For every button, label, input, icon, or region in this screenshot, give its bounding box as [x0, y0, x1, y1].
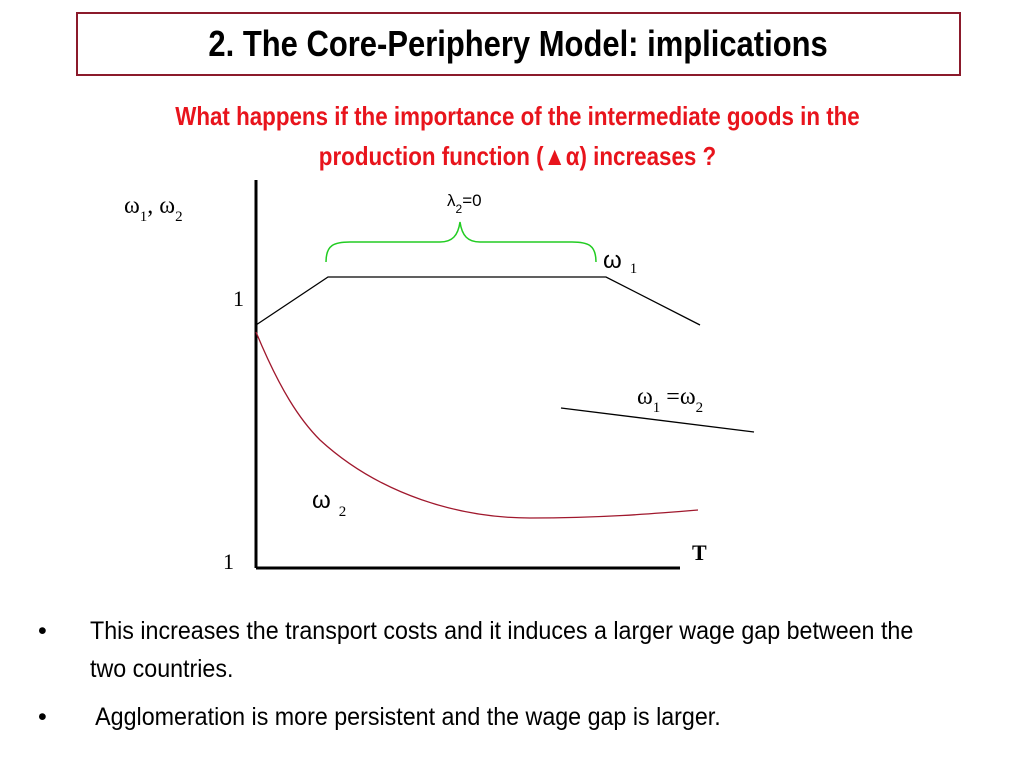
lambda-symbol: λ: [447, 191, 456, 210]
eq-sign: =: [660, 384, 680, 410]
eq-sub1: 1: [653, 400, 661, 416]
title-box: 2. The Core-Periphery Model: implication…: [76, 12, 961, 76]
lambda-rest: =0: [462, 191, 481, 210]
bullet-marker: •: [38, 617, 47, 645]
y-axis-label: ω1, ω2: [124, 193, 183, 225]
omega1-symbol: ω: [603, 247, 622, 274]
question-before: What happens if the importance of the in…: [175, 101, 860, 171]
omega2-curve: [255, 331, 699, 519]
triangle-up-icon: ▲: [543, 141, 566, 171]
bullet-item: • This increases the transport costs and…: [38, 612, 998, 688]
alpha-symbol: α: [565, 141, 580, 171]
bullet-list: • This increases the transport costs and…: [38, 612, 998, 736]
eq-sub2: 2: [696, 400, 704, 416]
eq-w2: ω: [680, 384, 696, 410]
x-axis-label: T: [692, 540, 707, 565]
y-tick-one: 1: [233, 286, 244, 311]
y-w1: ω: [124, 193, 140, 219]
origin-label: 1: [223, 549, 234, 574]
question-after: ) increases ?: [579, 141, 717, 171]
y-sub1: 1: [140, 209, 148, 225]
equal-wage-label: ω1 =ω2: [637, 384, 703, 416]
lambda-sub: 2: [456, 202, 463, 216]
brace-icon: [325, 221, 597, 263]
eq-w1: ω: [637, 384, 653, 410]
omega1-line: [255, 276, 701, 326]
bullet-text: Agglomeration is more persistent and the…: [90, 703, 721, 731]
page-title: 2. The Core-Periphery Model: implication…: [208, 23, 829, 64]
omega1-sub: 1: [630, 261, 638, 277]
bullet-item: • Agglomeration is more persistent and t…: [38, 698, 998, 736]
y-sub2: 2: [175, 209, 183, 225]
y-w2: ω: [159, 193, 175, 219]
bullet-text: This increases the transport costs and i…: [90, 617, 914, 683]
y-sep: ,: [147, 193, 159, 219]
question-inner: What happens if the importance of the in…: [124, 96, 911, 176]
question-text: What happens if the importance of the in…: [60, 96, 975, 176]
bullet-marker: •: [38, 703, 47, 731]
equal-wage-line: [560, 407, 755, 433]
omega2-sub: 2: [339, 504, 347, 520]
omega2-symbol: ω: [312, 487, 331, 514]
lambda-label: λ2=0: [447, 191, 482, 216]
